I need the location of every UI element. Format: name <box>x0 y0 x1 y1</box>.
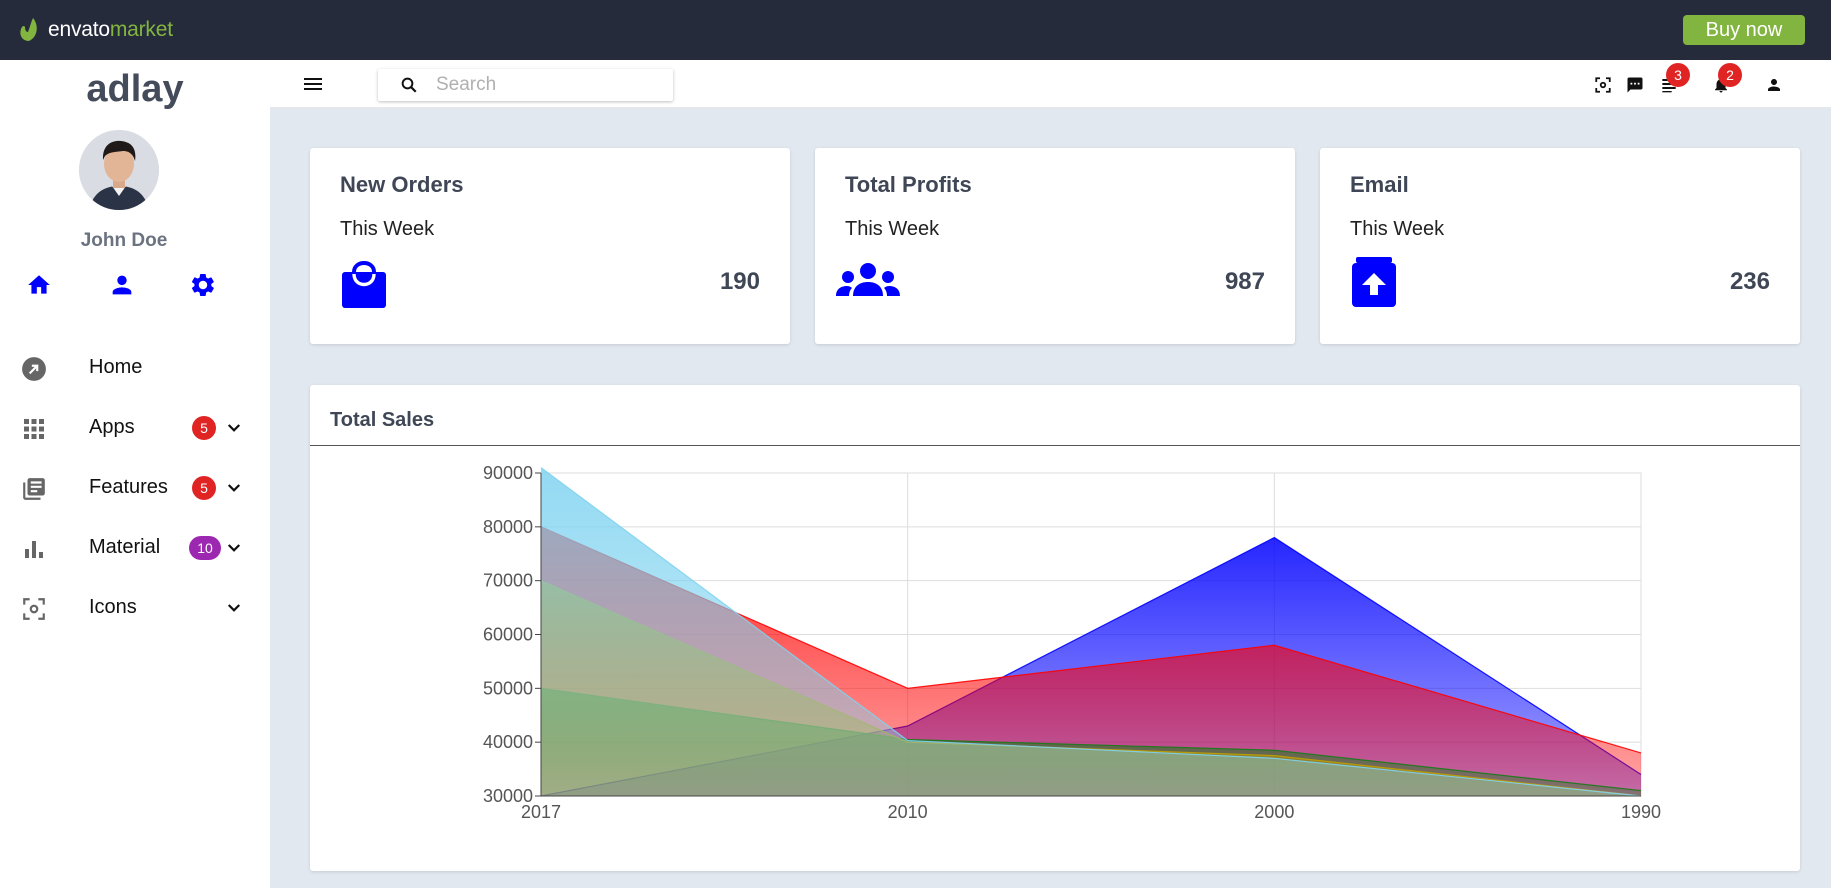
chat-icon[interactable] <box>1626 76 1644 94</box>
apps-grid-icon <box>20 415 48 443</box>
chevron-down-icon[interactable] <box>225 539 243 557</box>
card-email[interactable]: Email This Week 236 <box>1320 148 1800 344</box>
user-name: John Doe <box>80 230 168 251</box>
sidebar-item-label: Icons <box>89 595 137 618</box>
users-icon <box>835 254 901 310</box>
y-tick-label: 80000 <box>483 517 533 537</box>
screenshot-icon[interactable] <box>1594 76 1612 94</box>
material-badge: 10 <box>189 536 221 560</box>
series-area <box>541 467 1641 796</box>
card-new-orders[interactable]: New Orders This Week 190 <box>310 148 790 344</box>
y-tick-label: 60000 <box>483 625 533 645</box>
sidebar-item-icons[interactable]: Icons <box>0 577 270 637</box>
envato-top-bar: envatomarket Buy now <box>0 0 1831 60</box>
search-icon[interactable] <box>400 76 418 94</box>
card-value: 236 <box>1729 268 1770 295</box>
envato-leaf-icon <box>20 18 37 41</box>
bar-chart-icon <box>20 535 48 563</box>
series-line <box>540 467 1642 797</box>
buy-now-button[interactable]: Buy now <box>1683 15 1805 45</box>
sidebar-item-apps[interactable]: Apps 5 <box>0 397 270 457</box>
account-icon[interactable] <box>1765 76 1783 94</box>
chevron-down-icon[interactable] <box>225 599 243 617</box>
archive-upload-icon <box>1346 254 1402 310</box>
card-title: Total Profits <box>845 172 972 197</box>
sidebar-item-home[interactable]: Home <box>0 337 270 397</box>
center-focus-icon <box>20 595 48 623</box>
sidebar-item-features[interactable]: Features 5 <box>0 457 270 517</box>
card-value: 987 <box>1224 268 1265 295</box>
sidebar-item-label: Material <box>89 535 161 558</box>
card-title: New Orders <box>340 172 464 197</box>
card-subtitle: This Week <box>845 218 940 240</box>
card-title: Email <box>1350 172 1409 197</box>
brand-title: adlay <box>86 68 184 110</box>
chart-title: Total Sales <box>330 409 435 431</box>
divider <box>310 445 1800 446</box>
total-sales-card: Total Sales 30000 40000 50000 60000 70000 800… <box>310 385 1800 871</box>
avatar-image <box>79 130 159 210</box>
home-icon[interactable] <box>24 270 54 300</box>
card-subtitle: This Week <box>340 218 435 240</box>
sales-area-chart: 30000 40000 50000 60000 70000 80000 90000 2017 2… <box>483 463 1661 822</box>
y-tick-label: 90000 <box>483 463 533 483</box>
x-tick-label: 2010 <box>888 802 928 822</box>
app-header: 3 2 <box>270 60 1831 108</box>
y-tick-label: 50000 <box>483 678 533 698</box>
gear-icon[interactable] <box>188 270 218 300</box>
y-tick-label: 40000 <box>483 732 533 752</box>
shopping-bag-icon <box>336 254 392 310</box>
search-input[interactable] <box>436 73 656 97</box>
chevron-down-icon[interactable] <box>225 419 243 437</box>
search-box <box>378 69 673 101</box>
apps-badge: 5 <box>192 416 216 440</box>
card-value: 190 <box>719 268 760 295</box>
chevron-down-icon[interactable] <box>225 479 243 497</box>
envato-wordmark: envatomarket <box>48 18 173 41</box>
y-tick-label: 70000 <box>483 571 533 591</box>
card-subtitle: This Week <box>1350 218 1445 240</box>
avatar[interactable] <box>79 130 159 210</box>
envato-logo[interactable]: envatomarket <box>18 16 173 44</box>
library-books-icon <box>20 475 48 503</box>
y-tick-label: 30000 <box>483 786 533 806</box>
x-tick-label: 2000 <box>1254 802 1294 822</box>
x-tick-label: 1990 <box>1621 802 1661 822</box>
quick-icons <box>24 270 224 302</box>
notification-badge: 2 <box>1718 63 1742 87</box>
hamburger-icon[interactable] <box>304 76 322 92</box>
features-badge: 5 <box>192 476 216 500</box>
sidebar-menu: Home Apps 5 Features 5 Material 10 <box>0 337 270 637</box>
arrow-circle-icon <box>20 355 48 383</box>
x-tick-label: 2017 <box>521 802 561 822</box>
sidebar: adlay John Doe Home <box>0 60 270 888</box>
list-badge: 3 <box>1666 63 1690 87</box>
sidebar-item-label: Features <box>89 475 168 498</box>
sidebar-item-label: Home <box>89 355 143 378</box>
sidebar-item-material[interactable]: Material 10 <box>0 517 270 577</box>
person-icon[interactable] <box>107 270 137 300</box>
card-total-profits[interactable]: Total Profits This Week 987 <box>815 148 1295 344</box>
sidebar-item-label: Apps <box>89 415 135 438</box>
